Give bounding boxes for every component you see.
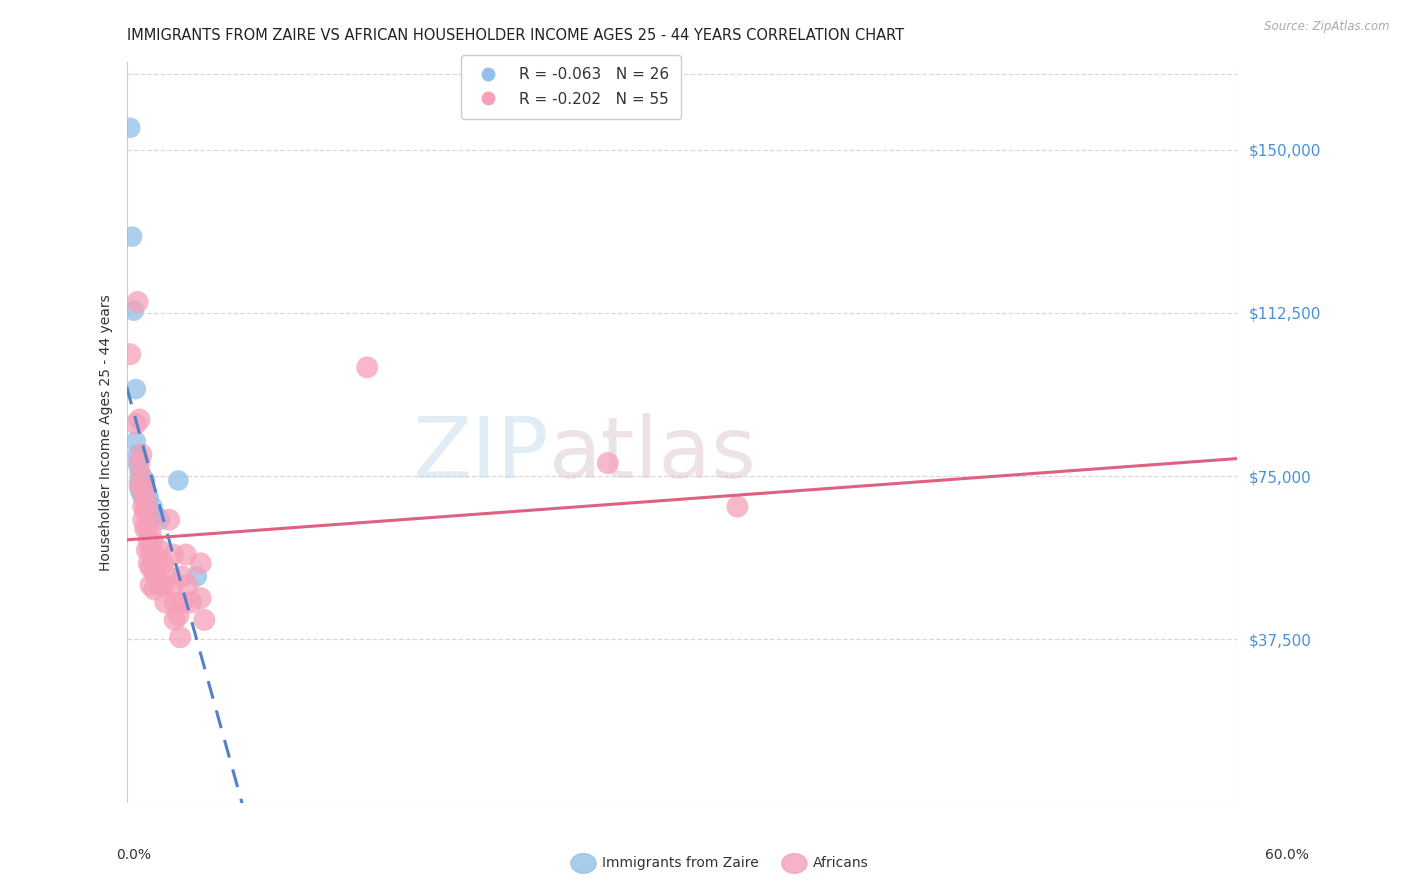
Point: [149, 513, 172, 527]
Point: [135, 495, 157, 509]
Point: [146, 556, 169, 570]
Point: [149, 543, 172, 558]
Point: [190, 556, 212, 570]
Point: [125, 382, 148, 396]
Text: Source: ZipAtlas.com: Source: ZipAtlas.com: [1264, 20, 1389, 33]
Point: [156, 569, 179, 583]
Point: [169, 630, 191, 644]
Point: [152, 578, 174, 592]
Point: [135, 521, 157, 535]
Point: [128, 412, 150, 426]
Point: [139, 543, 162, 558]
Point: [145, 508, 167, 523]
Point: [134, 474, 156, 488]
Point: [596, 456, 619, 470]
Point: [127, 447, 149, 461]
Point: [141, 534, 163, 549]
Point: [138, 556, 160, 570]
Point: [176, 578, 198, 592]
Point: [131, 469, 153, 483]
Point: [132, 482, 155, 496]
Point: [167, 474, 190, 488]
Text: 0.0%: 0.0%: [117, 847, 150, 862]
Point: [174, 548, 197, 562]
Point: [172, 595, 194, 609]
Legend: R = -0.063   N = 26, R = -0.202   N = 55: R = -0.063 N = 26, R = -0.202 N = 55: [461, 55, 681, 119]
Text: Immigrants from Zaire: Immigrants from Zaire: [602, 856, 758, 871]
Point: [122, 303, 145, 318]
Point: [190, 591, 212, 606]
Point: [163, 595, 186, 609]
Point: [152, 556, 174, 570]
Text: ZIP: ZIP: [412, 413, 548, 496]
Point: [193, 613, 215, 627]
Point: [134, 491, 156, 505]
Point: [139, 578, 162, 592]
Point: [180, 595, 202, 609]
Point: [131, 478, 153, 492]
Point: [727, 500, 749, 514]
Point: [157, 513, 180, 527]
Point: [128, 474, 150, 488]
Point: [155, 595, 177, 609]
Point: [121, 229, 143, 244]
Point: [128, 478, 150, 492]
Point: [143, 565, 166, 579]
Point: [128, 465, 150, 479]
Point: [134, 482, 156, 496]
Point: [131, 486, 153, 500]
Point: [132, 500, 155, 514]
Point: [162, 578, 184, 592]
Point: [167, 608, 190, 623]
Point: [143, 582, 166, 597]
Text: 60.0%: 60.0%: [1264, 847, 1309, 862]
Point: [138, 534, 160, 549]
Point: [139, 560, 162, 574]
Point: [125, 417, 148, 431]
Point: [134, 491, 156, 505]
Text: IMMIGRANTS FROM ZAIRE VS AFRICAN HOUSEHOLDER INCOME AGES 25 - 44 YEARS CORRELATI: IMMIGRANTS FROM ZAIRE VS AFRICAN HOUSEHO…: [127, 29, 904, 43]
Point: [356, 360, 378, 375]
Point: [162, 548, 184, 562]
Point: [149, 578, 172, 592]
Point: [143, 548, 166, 562]
Y-axis label: Householder Income Ages 25 - 44 years: Householder Income Ages 25 - 44 years: [98, 294, 112, 571]
Point: [128, 482, 150, 496]
Point: [138, 513, 160, 527]
Point: [134, 504, 156, 518]
Point: [135, 543, 157, 558]
Point: [135, 500, 157, 514]
Text: Africans: Africans: [813, 856, 869, 871]
Point: [128, 456, 150, 470]
Point: [131, 447, 153, 461]
Point: [125, 434, 148, 449]
Point: [132, 513, 155, 527]
Point: [139, 525, 162, 540]
Point: [145, 569, 167, 583]
Point: [172, 569, 194, 583]
Point: [141, 500, 163, 514]
Point: [186, 569, 208, 583]
Point: [132, 491, 155, 505]
Point: [163, 613, 186, 627]
Text: atlas: atlas: [548, 413, 756, 496]
Point: [132, 482, 155, 496]
Point: [141, 552, 163, 566]
Point: [120, 347, 142, 361]
Point: [135, 486, 157, 500]
Point: [138, 491, 160, 505]
Point: [120, 120, 142, 135]
Point: [131, 469, 153, 483]
Point: [127, 456, 149, 470]
Point: [127, 295, 149, 310]
Point: [134, 521, 156, 535]
